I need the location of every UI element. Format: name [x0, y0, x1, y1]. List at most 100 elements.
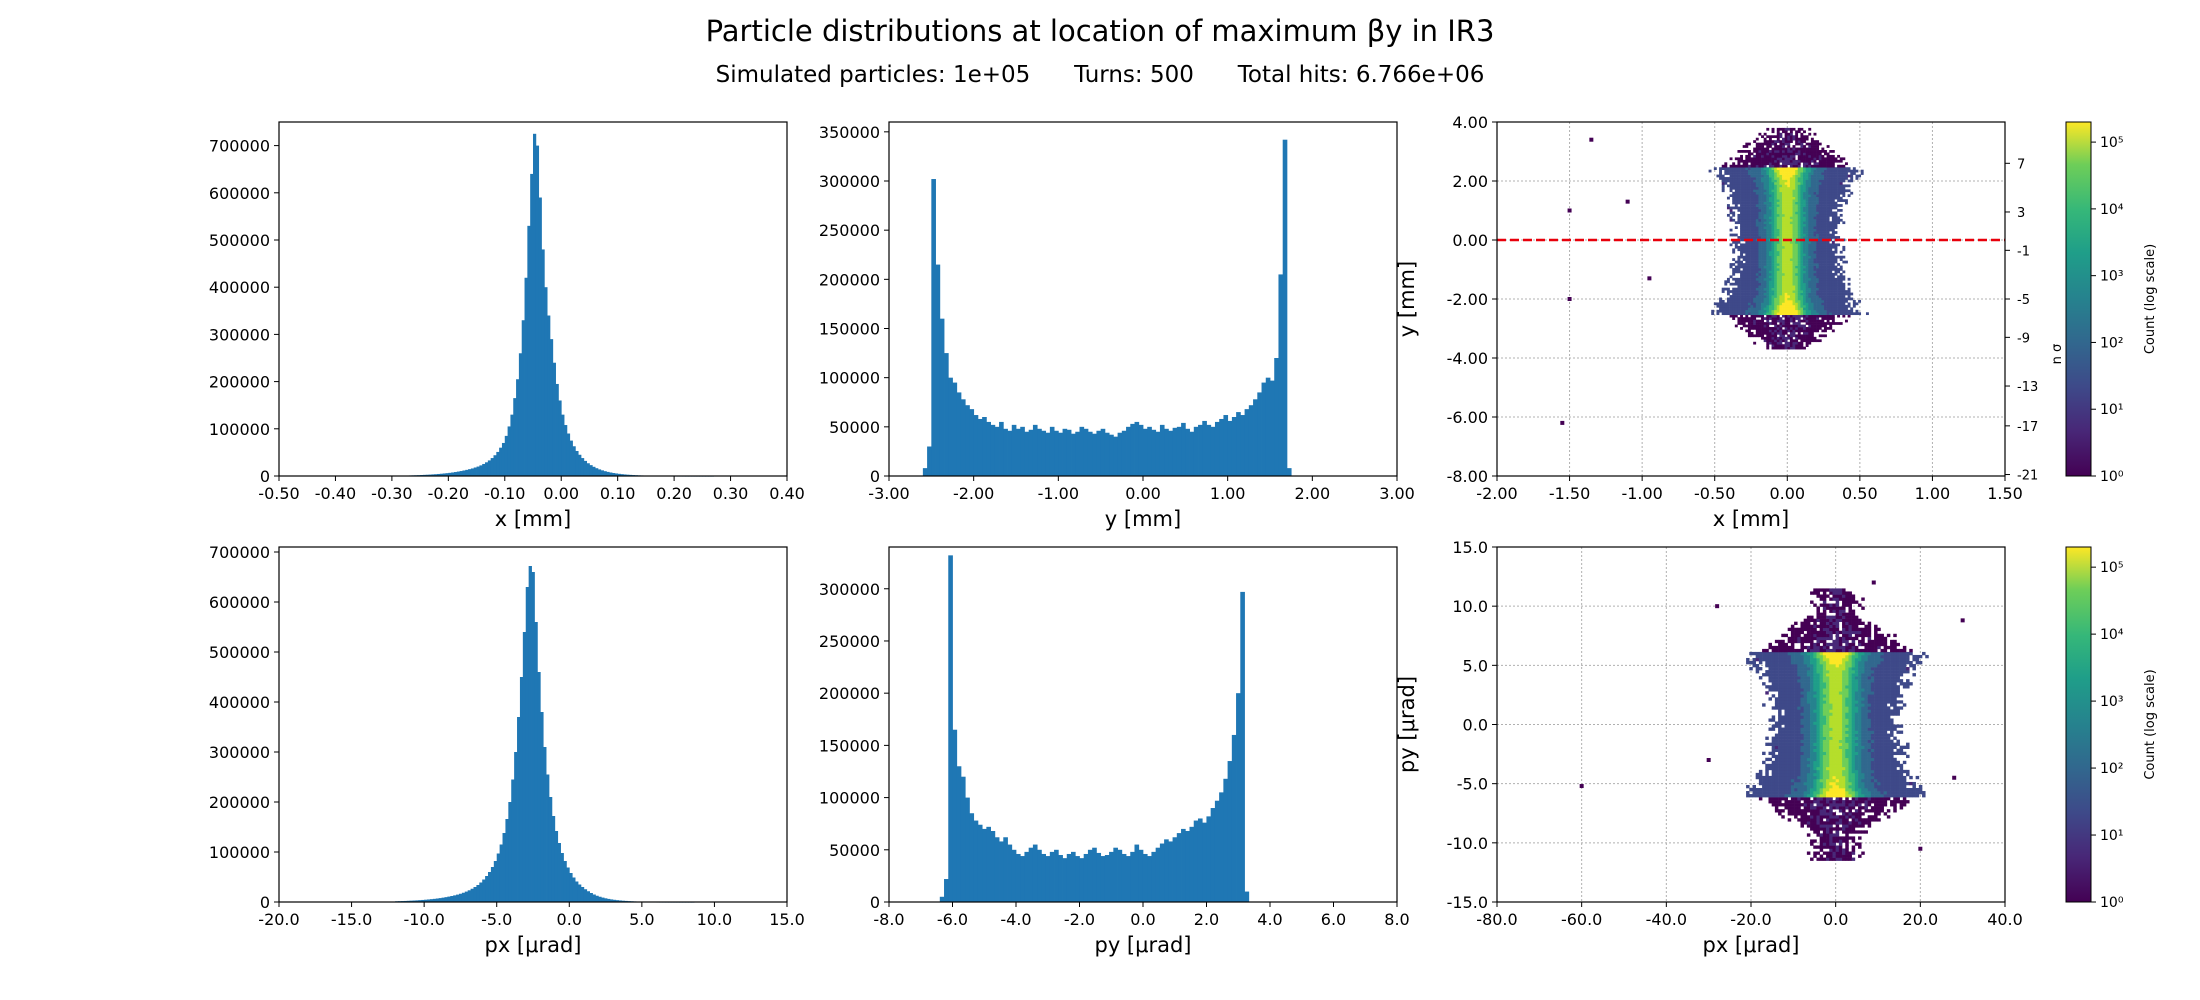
heatmap-cell — [1822, 821, 1827, 825]
heatmap-cell — [1758, 797, 1763, 801]
heatmap-cell — [1776, 344, 1780, 347]
heatmap-cell — [1787, 167, 1791, 170]
heatmap-cell — [1829, 769, 1833, 774]
histogram-bar — [541, 249, 545, 476]
heatmap-cell — [1795, 297, 1799, 301]
heatmap-cell — [1816, 181, 1820, 185]
heatmap-cell — [1831, 228, 1835, 232]
heatmap-cell — [1734, 199, 1738, 202]
heatmap-cell — [1750, 196, 1754, 200]
heatmap-cell — [1835, 794, 1840, 798]
heatmap-cell — [1795, 194, 1799, 198]
heatmap-cell — [1745, 319, 1749, 323]
heatmap-cell — [1758, 307, 1762, 311]
heatmap-cell — [1776, 157, 1780, 161]
heatmap-cell — [1763, 304, 1767, 308]
heatmap-cell — [1810, 186, 1814, 190]
heatmap-cell — [1716, 174, 1720, 178]
heatmap-cell — [1761, 327, 1764, 330]
heatmap-cell — [1781, 775, 1785, 780]
heatmap-cell — [1810, 839, 1814, 843]
heatmap-cell — [1813, 302, 1817, 306]
heatmap-cell — [1803, 265, 1806, 269]
heatmap-cell — [1800, 778, 1804, 783]
heatmap-cell — [1845, 827, 1849, 831]
heatmap-cell — [1806, 766, 1811, 771]
heatmap-cell — [1732, 272, 1736, 276]
heatmap-cell — [1789, 172, 1793, 175]
heatmap-cell — [1832, 848, 1836, 852]
heatmap-cell — [1782, 260, 1785, 264]
heatmap-cell — [1795, 174, 1799, 178]
heatmap-cell — [1858, 312, 1862, 316]
heatmap-cell — [1821, 250, 1825, 254]
heatmap-cell — [1795, 206, 1799, 210]
heatmap-cell — [1774, 147, 1778, 151]
heatmap-cell — [1747, 243, 1751, 247]
heatmap-cell — [1861, 791, 1865, 795]
heatmap-cell — [1880, 775, 1884, 780]
heatmap-cell — [1724, 302, 1728, 306]
histogram-bar — [1092, 433, 1097, 476]
histogram-bar — [496, 451, 500, 476]
heatmap-cell — [1750, 213, 1754, 217]
heatmap-cell — [1795, 189, 1799, 193]
heatmap-cell — [1761, 314, 1764, 318]
heatmap-cell — [1803, 317, 1806, 320]
heatmap-cell — [1805, 243, 1809, 247]
heatmap-cell — [1763, 189, 1767, 193]
heatmap-cell — [1750, 157, 1754, 161]
heatmap-cell — [1765, 772, 1769, 777]
heatmap-cell — [1800, 815, 1804, 819]
heatmap-cell — [1877, 766, 1881, 771]
heatmap-cell — [1784, 172, 1788, 175]
heatmap-cell — [1842, 836, 1846, 840]
heatmap-cell — [1797, 794, 1801, 798]
chart-hist-y: -3.00 -2.00 -1.00 0.00 1.00 2.00 3.00050000100… — [819, 121, 1415, 531]
heatmap-cell — [1761, 285, 1764, 288]
heatmap-cell — [1774, 317, 1778, 320]
heatmap-cell — [1915, 788, 1920, 792]
heatmap-cell — [1768, 341, 1772, 345]
heatmap-cell — [1784, 150, 1788, 153]
histogram-bar — [1193, 820, 1199, 902]
heatmap-cell — [1782, 265, 1785, 269]
heatmap-cell — [1782, 199, 1785, 202]
heatmap-cell — [1729, 209, 1733, 212]
heatmap-cell — [1899, 803, 1904, 807]
heatmap-cell — [1808, 280, 1812, 284]
heatmap-cell — [1792, 339, 1796, 343]
heatmap-cell — [1792, 137, 1796, 141]
heatmap-cell — [1787, 145, 1791, 148]
heatmap-cell — [1803, 250, 1806, 254]
heatmap-cell — [1826, 314, 1830, 318]
heatmap-cell — [1745, 159, 1749, 163]
histogram-bar — [490, 458, 494, 476]
heatmap-cell — [1818, 238, 1822, 242]
heatmap-cell — [1755, 184, 1759, 188]
heatmap-cell — [1779, 157, 1783, 161]
heatmap-cell — [1899, 788, 1904, 792]
heatmap-cell — [1816, 263, 1820, 266]
heatmap-cell — [1755, 282, 1759, 286]
heatmap-cell — [1808, 275, 1812, 279]
heatmap-cell — [1818, 292, 1822, 296]
heatmap-cell — [1755, 280, 1759, 284]
heatmap-cell — [1729, 312, 1733, 316]
heatmap-cell — [1732, 196, 1736, 200]
heatmap-cell — [1803, 297, 1806, 301]
heatmap-cell — [1750, 334, 1754, 338]
heatmap-cell — [1851, 815, 1856, 819]
histogram-bar — [530, 173, 534, 477]
heatmap-cell — [1750, 280, 1754, 284]
heatmap-cell — [1782, 226, 1785, 229]
heatmap-cell — [1758, 204, 1762, 207]
heatmap-cell — [1771, 164, 1775, 168]
heatmap-cell — [1854, 788, 1859, 792]
heatmap-cell — [1750, 204, 1754, 207]
heatmap-cell — [1753, 140, 1757, 143]
heatmap-cell — [1845, 803, 1849, 807]
heatmap-cell — [1874, 772, 1878, 777]
heatmap-cell — [1771, 302, 1775, 306]
heatmap-cell — [1763, 240, 1767, 244]
